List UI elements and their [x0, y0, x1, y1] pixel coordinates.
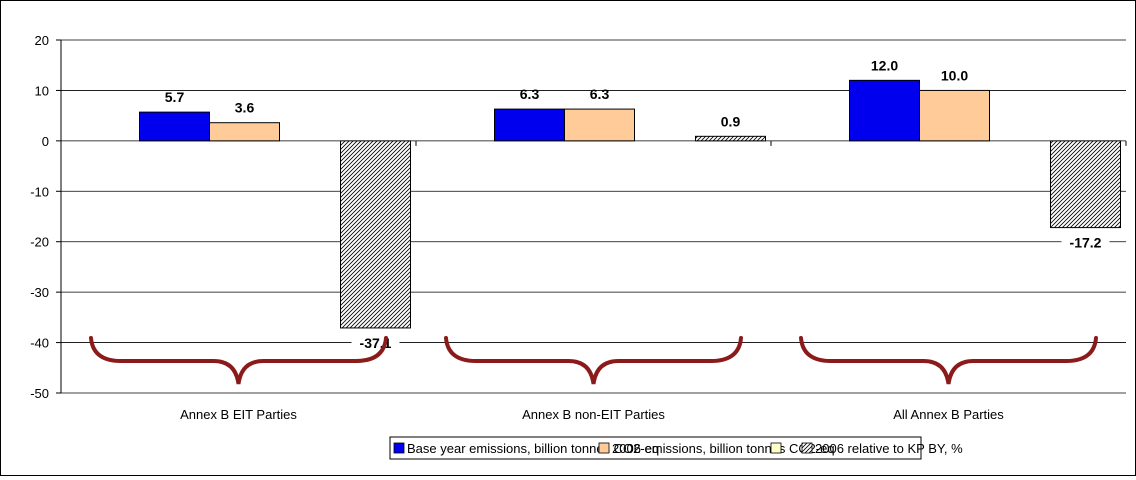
y-tick-label: -40	[30, 336, 49, 351]
group-brace	[89, 336, 388, 385]
data-label: 3.6	[235, 100, 255, 116]
data-label: 5.7	[165, 89, 185, 105]
bar-3	[695, 135, 766, 142]
legend-label-2: 2006 emissions, billion tonnes CO2-eq	[612, 441, 835, 456]
data-label: 6.3	[520, 86, 540, 102]
legend-swatch-empty	[770, 442, 782, 454]
bar-1	[139, 111, 210, 142]
bar-1	[849, 79, 920, 142]
data-label: -17.2	[1070, 235, 1102, 251]
bar-3	[340, 140, 411, 329]
legend-label-3: 2006 relative to KP BY, %	[815, 441, 963, 456]
legend-box	[389, 436, 922, 460]
bar-2	[564, 108, 635, 142]
legend-swatch-3	[801, 442, 813, 454]
group-brace	[444, 336, 743, 385]
data-label: 0.9	[721, 113, 741, 129]
legend-label-1: Base year emissions, billion tonnes CO2-…	[407, 441, 659, 456]
data-label-background	[1061, 232, 1110, 253]
y-tick-label: -20	[30, 235, 49, 250]
bar-2	[919, 89, 990, 142]
data-label: 6.3	[590, 86, 610, 102]
y-tick-label: 0	[42, 134, 49, 149]
y-tick-label: -10	[30, 184, 49, 199]
bar-2	[209, 122, 280, 142]
data-label: 10.0	[941, 67, 968, 83]
category-label: Annex B EIT Parties	[180, 407, 297, 422]
bar-1	[494, 108, 565, 142]
bar-3	[1050, 140, 1121, 229]
y-tick-label: 20	[35, 33, 49, 48]
category-label: Annex B non-EIT Parties	[522, 407, 665, 422]
y-tick-label: 10	[35, 83, 49, 98]
data-label: 12.0	[871, 57, 898, 73]
category-label: All Annex B Parties	[893, 407, 1004, 422]
legend-swatch-1	[393, 442, 405, 454]
legend-swatch-2	[598, 442, 610, 454]
y-tick-label: -50	[30, 386, 49, 401]
y-tick-label: -30	[30, 285, 49, 300]
group-brace	[799, 336, 1098, 385]
